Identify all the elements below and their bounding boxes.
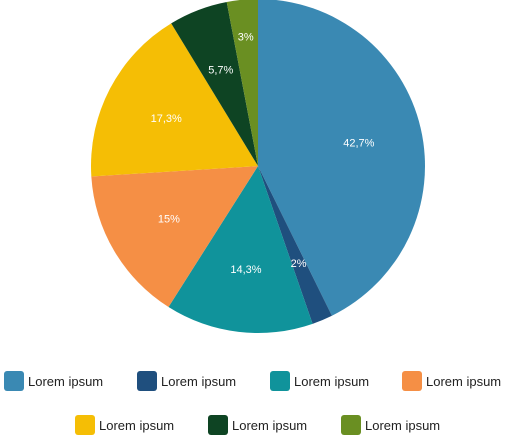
legend-swatch-5 [75, 415, 95, 435]
legend-item-5: Lorem ipsum [75, 415, 174, 435]
pie-slice-7 [226, 0, 258, 166]
pie-slices [91, 0, 425, 334]
legend: Lorem ipsum Lorem ipsum Lorem ipsum Lorem i… [4, 371, 501, 435]
pie-slice-3 [168, 166, 313, 334]
legend-swatch-4 [402, 371, 422, 391]
legend-item-6: Lorem ipsum [208, 415, 307, 435]
slice-label-6: 5,7% [208, 64, 233, 76]
pie-slice-6 [171, 1, 258, 167]
pie-slice-labels: 42,7% 2% 14,3% 15% 17,3% 5,7% 3% [151, 31, 375, 276]
legend-item-4: Lorem ipsum [402, 371, 501, 391]
slice-label-4: 15% [158, 214, 180, 226]
pie-slice-1 [258, 0, 425, 316]
pie-slice-2 [258, 166, 332, 324]
legend-label-1: Lorem ipsum [28, 374, 103, 389]
legend-label-3: Lorem ipsum [294, 374, 369, 389]
legend-label-4: Lorem ipsum [426, 374, 501, 389]
legend-swatch-6 [208, 415, 228, 435]
legend-item-7: Lorem ipsum [341, 415, 440, 435]
slice-label-2: 2% [291, 258, 307, 270]
legend-item-3: Lorem ipsum [270, 371, 369, 391]
legend-label-5: Lorem ipsum [99, 418, 174, 433]
pie-slice-4 [91, 166, 259, 308]
legend-swatch-1 [4, 371, 24, 391]
slice-label-5: 17,3% [151, 113, 182, 125]
legend-swatch-7 [341, 415, 361, 435]
legend-item-2: Lorem ipsum [137, 371, 236, 391]
legend-swatch-2 [137, 371, 157, 391]
legend-item-1: Lorem ipsum [4, 371, 103, 391]
legend-label-7: Lorem ipsum [365, 418, 440, 433]
slice-label-3: 14,3% [230, 264, 261, 276]
slice-label-7: 3% [238, 31, 254, 43]
legend-label-2: Lorem ipsum [161, 374, 236, 389]
pie-slice-5 [91, 23, 258, 177]
legend-label-6: Lorem ipsum [232, 418, 307, 433]
legend-swatch-3 [270, 371, 290, 391]
slice-label-1: 42,7% [343, 137, 374, 149]
